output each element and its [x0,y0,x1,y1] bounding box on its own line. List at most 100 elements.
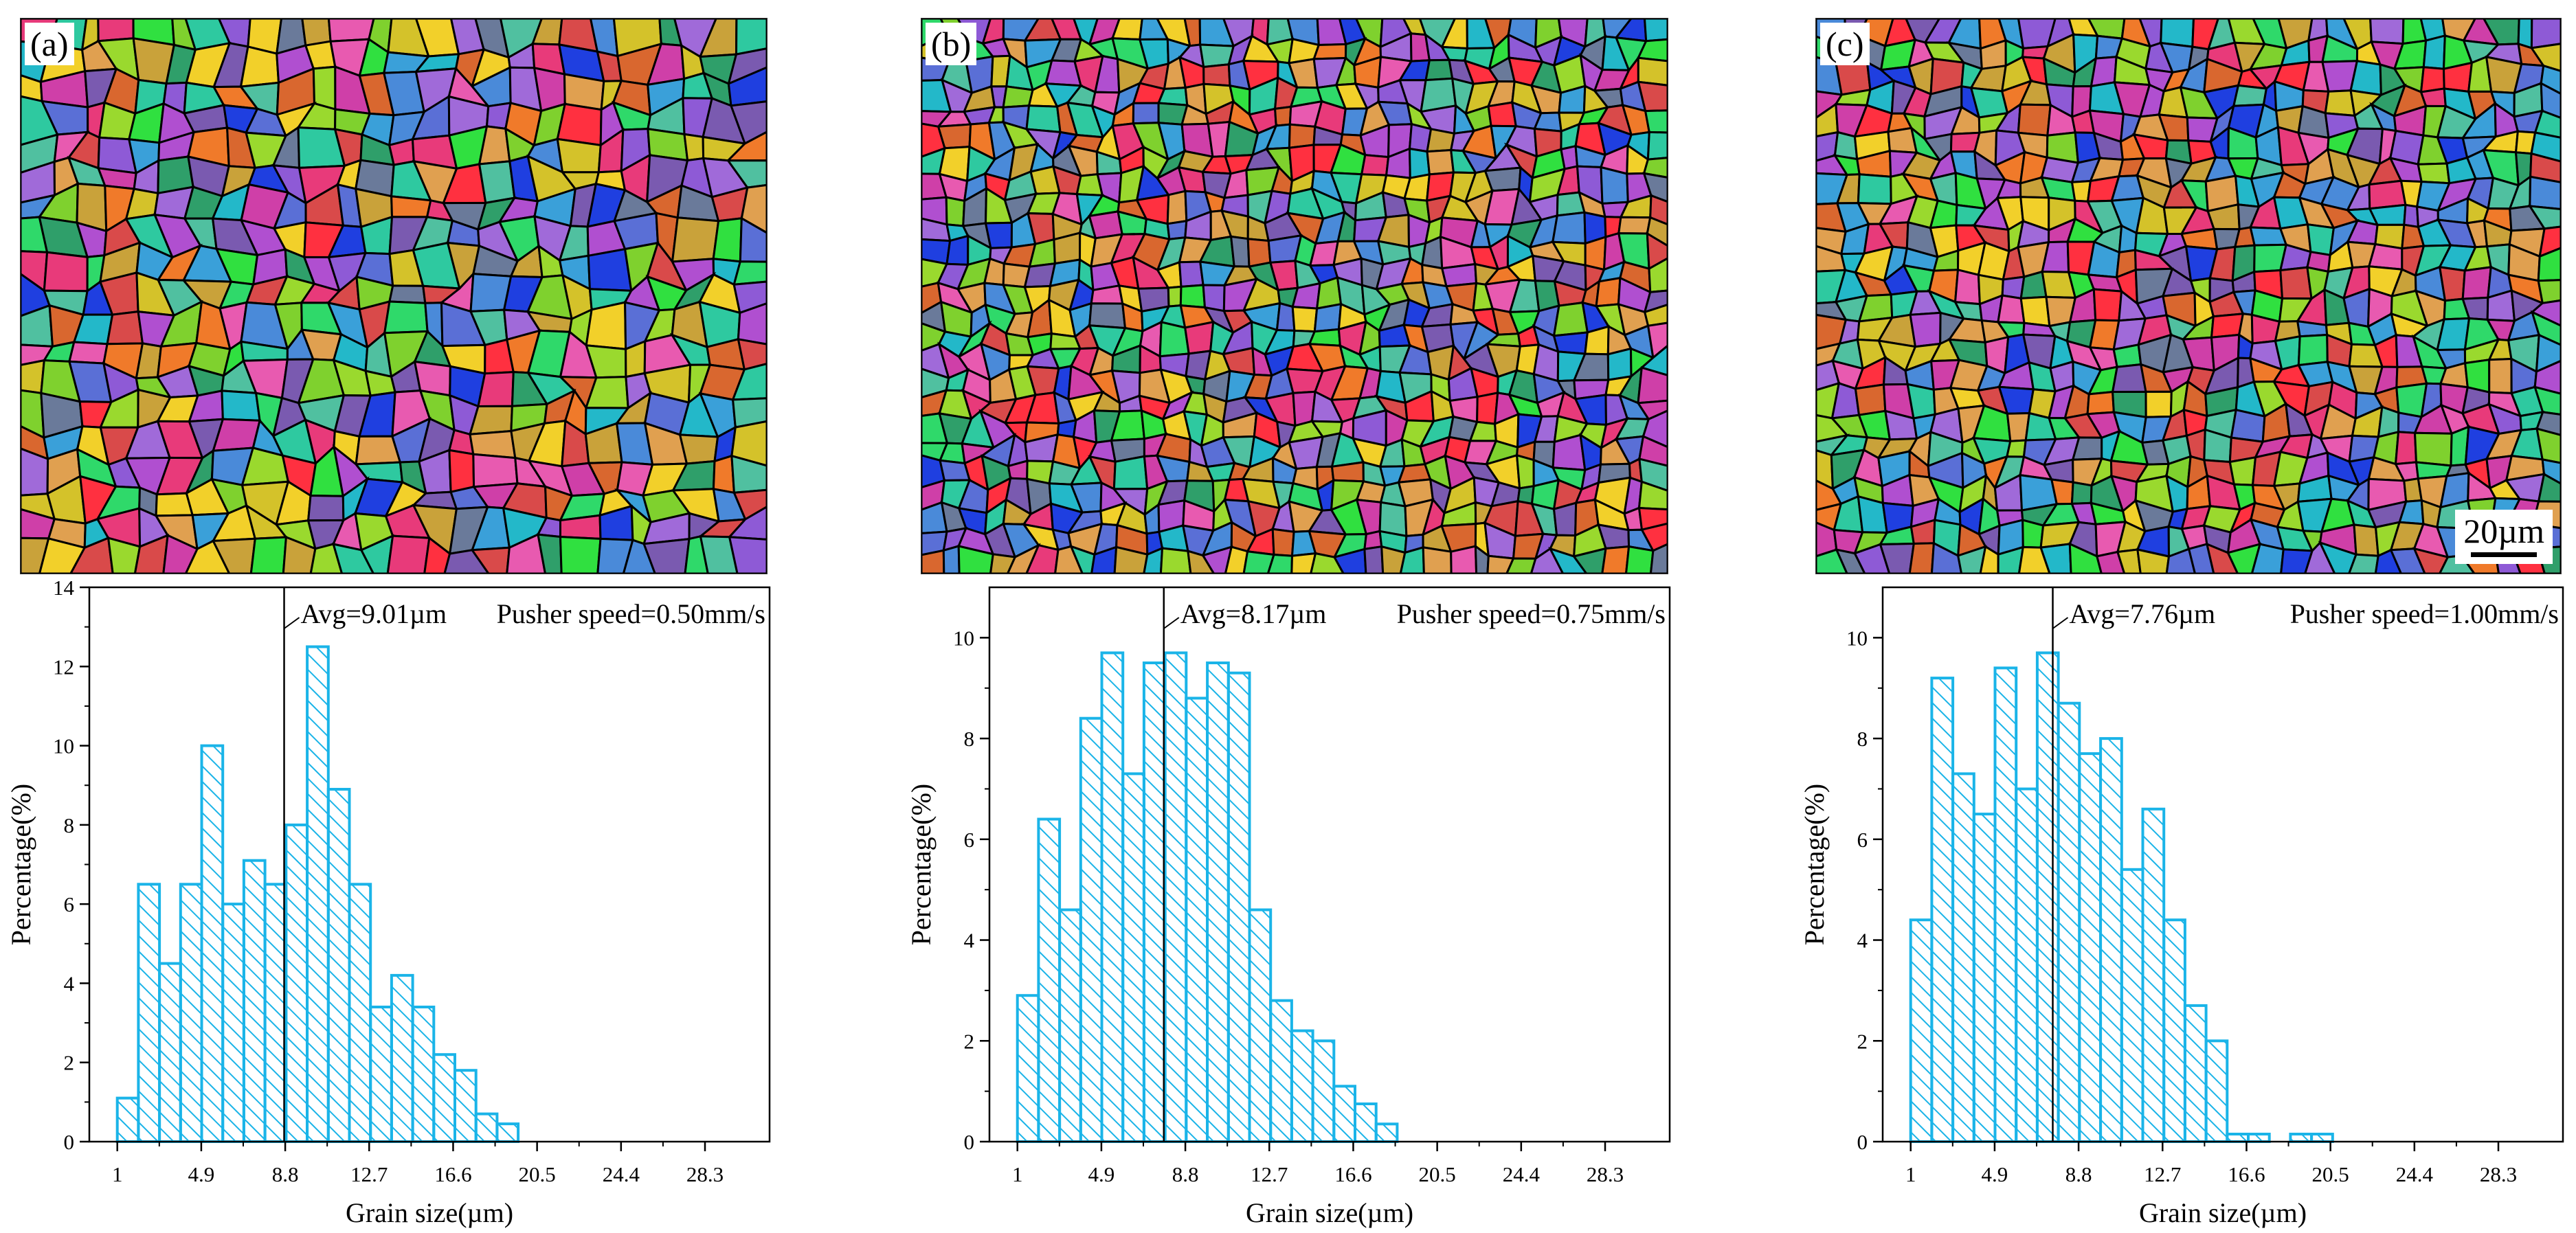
grain [1330,461,1365,483]
grain [1053,231,1082,265]
grain [1908,542,1936,574]
histogram-bar [1311,1039,1336,1143]
histogram-bar [221,903,245,1143]
grain [1290,552,1317,574]
grain [1642,157,1668,179]
histogram-bar [1332,1085,1356,1143]
grain [327,19,375,43]
grain [1242,550,1275,574]
x-tick-label: 16.6 [1334,1162,1371,1186]
grain [2304,541,2336,574]
grain [728,536,767,574]
grain [306,494,345,522]
x-tick-label: 20.5 [519,1162,556,1186]
grain [106,310,144,346]
grain [383,300,429,335]
histogram-bar [1248,908,1273,1143]
histogram-bar [2015,787,2039,1143]
histogram-bar [284,823,309,1143]
grain [221,389,261,422]
pusher-speed-label: Pusher speed=0.75mm/s [1397,598,1666,629]
grain [937,123,972,150]
histogram-bar [2057,701,2081,1143]
grain [388,284,427,304]
grain [69,536,114,574]
grain [642,537,691,574]
y-axis-title: Percentage(%) [1799,784,1830,945]
grain [559,535,602,574]
grain [1229,235,1251,268]
grain [1606,347,1633,381]
y-tick-label: 8 [64,813,75,837]
grain [739,216,767,263]
histogram-bar [2204,1039,2229,1143]
histogram-bar [1206,661,1230,1143]
grain [1025,104,1062,134]
y-tick-label: 0 [1857,1130,1868,1154]
grain [2488,357,2513,394]
y-tick-label: 6 [1857,828,1868,852]
grain [957,545,994,574]
histogram-bar [2162,918,2186,1143]
grain [2144,390,2173,418]
grain [1816,548,1848,574]
grain [1552,211,1587,245]
histogram-bar [2141,807,2166,1143]
grain [2530,19,2561,49]
grain [1088,302,1127,330]
histogram-bar [200,744,225,1144]
grain [2019,295,2051,328]
grain [1113,545,1149,574]
histogram-bar [1142,661,1167,1143]
grain [1474,544,1490,574]
grain [2394,431,2418,466]
grain [1560,144,1579,170]
grain [1637,366,1668,405]
grain [726,159,767,189]
y-tick-label: 6 [64,892,75,916]
grain [1548,547,1588,574]
grain [921,549,945,574]
grain [2374,548,2403,574]
y-tick-label: 6 [964,828,975,852]
grain [1953,268,1981,306]
grain [1187,550,1216,574]
grain-mosaic-b [921,19,1668,574]
grain [1313,302,1343,333]
grain [1310,552,1345,574]
grain [162,534,199,574]
histogram-bar [2120,868,2144,1143]
grain [312,65,337,111]
plot-frame [988,586,1671,1143]
scale-bar-label: 20µm [2463,512,2544,550]
grain [1530,547,1565,574]
x-axis-title: Grain size(µm) [346,1197,513,1228]
histogram-bar [1951,772,1975,1143]
grain [735,19,767,56]
grain [1426,128,1456,153]
grain [2318,541,2357,574]
grain [2530,131,2561,163]
grain [2541,458,2561,485]
x-tick-label: 28.3 [686,1162,724,1186]
grain [1636,399,1668,421]
grain [2422,34,2446,70]
grain [2279,266,2313,300]
histogram-bar [2310,1133,2334,1143]
y-axis-title: Percentage(%) [5,784,36,945]
grain [1643,304,1668,327]
grain [468,405,513,435]
x-tick-label: 28.3 [1587,1162,1624,1186]
grain [1291,305,1319,333]
grain [1649,194,1668,226]
y-tick-label: 0 [64,1130,75,1154]
histogram-a: 0 2 4 6 8 10 12 14 1 4.9 8.8 12.7 16.6 20.5 24.4 28.3 Gr… [0,580,783,1233]
grain [1637,80,1668,113]
histogram-bar [115,1096,140,1143]
y-tick-label: 4 [964,929,975,953]
grain [506,532,547,574]
histogram-bar [1909,918,1934,1143]
grain [2529,175,2561,211]
y-tick-label: 2 [964,1029,975,1053]
grain-mosaic-a [21,19,767,574]
